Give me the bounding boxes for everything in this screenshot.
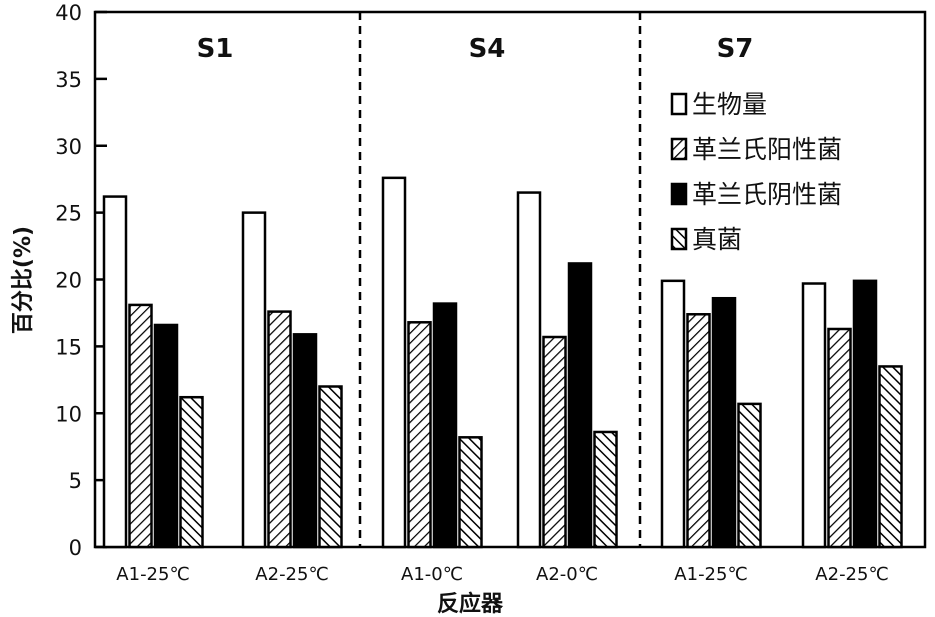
x-tick-label: A1-25℃ — [674, 564, 747, 585]
bar-2-5 — [686, 313, 711, 549]
bar-1-1 — [102, 195, 128, 549]
x-tick-label: A1-0℃ — [401, 564, 463, 585]
bar-2-1 — [128, 303, 153, 549]
y-tick-label: 30 — [55, 135, 82, 159]
legend-label: 革兰氏阳性菌 — [692, 135, 842, 164]
x-tick-label: A2-25℃ — [815, 564, 888, 585]
bar-4-3 — [458, 436, 483, 549]
x-tick-label: A1-25℃ — [116, 564, 189, 585]
plot-frame — [93, 10, 927, 549]
y-tick-label: 5 — [69, 469, 82, 493]
legend-swatch-3 — [670, 182, 688, 206]
bar-3-4 — [567, 262, 593, 549]
bar-1-6 — [801, 282, 827, 549]
bar-2-6 — [827, 327, 852, 549]
legend-label: 革兰氏阴性菌 — [692, 180, 842, 209]
legend-swatch-2 — [670, 137, 688, 161]
legend-label: 生物量 — [692, 90, 767, 119]
bar-4-5 — [737, 402, 762, 549]
y-tick-label: 40 — [55, 1, 82, 25]
legend-label: 真菌 — [692, 225, 742, 254]
bar-3-1 — [153, 323, 179, 549]
bar-1-4 — [516, 191, 542, 549]
x-tick-label: A2-25℃ — [255, 564, 328, 585]
panel-label: S4 — [469, 34, 506, 64]
panel-label: S7 — [717, 34, 754, 64]
bar-1-3 — [381, 176, 407, 549]
bar-2-3 — [407, 321, 432, 549]
bar-3-3 — [432, 302, 458, 549]
y-tick-label: 10 — [55, 402, 82, 426]
y-axis-label: 百分比(%) — [11, 226, 36, 334]
x-tick-label: A2-0℃ — [536, 564, 598, 585]
bar-2-2 — [267, 310, 292, 549]
bar-4-6 — [878, 365, 903, 549]
bar-2-4 — [542, 335, 567, 549]
bar-3-2 — [292, 333, 318, 549]
y-tick-label: 35 — [55, 68, 82, 92]
bar-4-4 — [593, 430, 618, 549]
legend-swatch-1 — [670, 92, 688, 116]
y-tick-label: 20 — [55, 269, 82, 293]
y-tick-label: 15 — [55, 335, 82, 359]
bar-1-5 — [660, 279, 686, 549]
bar-3-6 — [852, 279, 878, 549]
bar-4-2 — [318, 385, 343, 549]
y-tick-label: 0 — [69, 536, 82, 560]
bar-3-5 — [711, 296, 737, 549]
legend-swatch-4 — [670, 227, 688, 251]
bar-1-2 — [241, 211, 267, 549]
x-axis-label: 反应器 — [437, 591, 504, 617]
bar-4-1 — [179, 395, 204, 549]
panel-label: S1 — [197, 34, 234, 64]
y-tick-label: 25 — [55, 202, 82, 226]
